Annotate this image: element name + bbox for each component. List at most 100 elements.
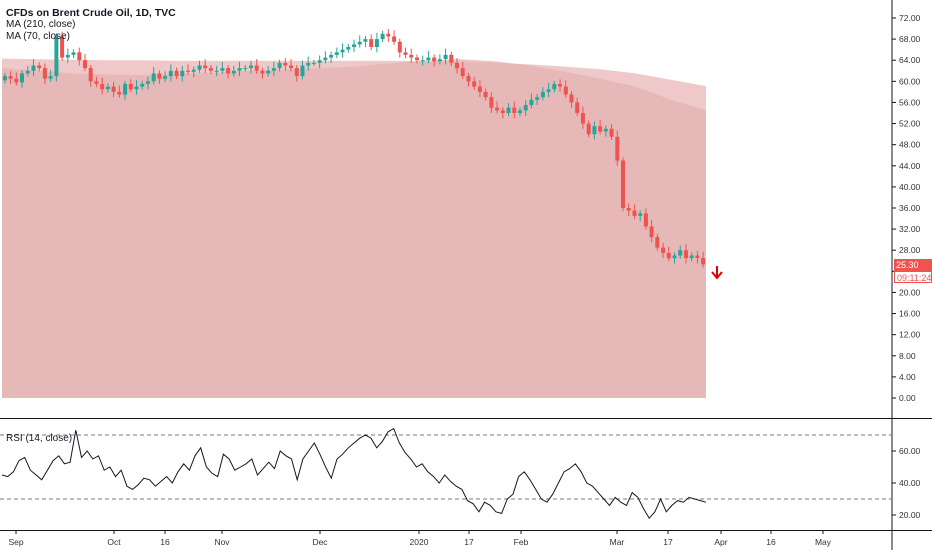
candle — [340, 43, 345, 58]
candle — [237, 61, 242, 77]
candle — [311, 59, 316, 67]
candle — [472, 76, 477, 90]
candle — [432, 54, 437, 67]
candle — [621, 157, 625, 212]
rsi-tick-label: 20.00 — [899, 510, 921, 520]
candle — [20, 70, 24, 88]
candle — [575, 97, 580, 117]
price-tick-label: 16.00 — [899, 309, 921, 319]
candle — [289, 59, 293, 72]
price-tick-label: 60.00 — [899, 76, 921, 86]
rsi-axis-ticks[interactable]: 20.00 40.00 60.00 — [892, 446, 921, 520]
candle — [346, 43, 351, 53]
price-axis-ticks[interactable]: 0.004.008.0012.0016.0020.0024.0028.0032.… — [892, 13, 921, 403]
candle — [626, 203, 631, 216]
candle — [123, 80, 128, 100]
candle — [552, 80, 557, 93]
candle — [523, 100, 528, 116]
candle — [666, 246, 671, 262]
price-tick-label: 32.00 — [899, 224, 921, 234]
candle — [151, 67, 156, 85]
legend-ma-70[interactable]: MA (70, close) — [6, 31, 70, 42]
candle — [174, 67, 179, 80]
candle — [60, 31, 65, 61]
time-tick-label: Sep — [8, 537, 23, 547]
candle — [443, 48, 448, 65]
candle — [77, 47, 82, 66]
rsi-bands — [0, 434, 892, 500]
candle — [569, 91, 574, 108]
candle — [512, 101, 517, 119]
price-tick-label: 48.00 — [899, 140, 921, 150]
candle — [83, 53, 87, 72]
candle — [14, 72, 19, 86]
time-axis-ticks[interactable]: Sep Oct 16 Nov Dec 2020 17 Feb Mar 17 Apr 16 May — [8, 530, 832, 547]
legend-rsi[interactable]: RSI (14, close) — [6, 433, 73, 444]
legend-ma-210[interactable]: MA (210, close) — [6, 19, 76, 30]
price-tick-label: 68.00 — [899, 34, 921, 44]
candle — [661, 242, 666, 259]
candle — [403, 47, 408, 59]
candle — [546, 82, 551, 98]
price-tick-label: 4.00 — [899, 372, 916, 382]
price-tick-label: 44.00 — [899, 161, 921, 171]
candle — [168, 64, 173, 82]
candle — [249, 60, 253, 74]
time-tick-label: 16 — [160, 537, 170, 547]
candle — [283, 58, 288, 71]
bar-countdown-tag: 09:11:24 — [894, 271, 932, 283]
price-tick-label: 0.00 — [899, 393, 916, 403]
candle — [437, 54, 442, 65]
candle — [140, 80, 145, 90]
candle — [500, 107, 505, 119]
candle — [609, 124, 614, 140]
time-tick-label: Feb — [514, 537, 529, 547]
candle — [392, 30, 397, 45]
chart-title[interactable]: CFDs on Brent Crude Oil, 1D, TVC — [6, 7, 176, 19]
candlestick-series — [2, 29, 706, 268]
candle — [477, 80, 482, 98]
candle — [100, 77, 105, 95]
ma-area-70 — [2, 59, 706, 398]
price-tick-label: 64.00 — [899, 55, 921, 65]
rsi-tick-label: 60.00 — [899, 446, 921, 456]
candle — [701, 251, 706, 268]
candle — [369, 34, 374, 51]
candle — [380, 30, 385, 43]
candle — [495, 101, 500, 114]
candle — [180, 66, 185, 82]
rsi-series-line — [1, 427, 707, 520]
candle — [592, 121, 597, 140]
candle — [197, 60, 202, 73]
candle — [426, 51, 431, 64]
candle — [603, 125, 608, 137]
candle — [329, 51, 334, 63]
time-tick-label: 2020 — [410, 537, 429, 547]
candle — [220, 61, 225, 74]
candle — [483, 88, 488, 101]
last-price-tag: 25.30 — [894, 259, 932, 271]
candle — [580, 106, 585, 129]
candle — [208, 64, 213, 74]
candle — [655, 233, 660, 251]
candle — [37, 62, 42, 72]
time-tick-label: Nov — [214, 537, 230, 547]
time-tick-label: Apr — [714, 537, 727, 547]
candle — [449, 51, 454, 67]
candle — [271, 61, 276, 77]
candle — [203, 59, 208, 74]
candle — [111, 81, 116, 98]
candle — [455, 58, 459, 74]
candle — [31, 59, 36, 77]
candle — [529, 93, 534, 109]
candle — [231, 66, 236, 77]
time-tick-label: 17 — [464, 537, 474, 547]
candle — [374, 32, 379, 53]
candle — [518, 107, 522, 117]
candle — [243, 64, 248, 72]
candle — [615, 130, 620, 166]
candle — [306, 56, 311, 71]
price-tick-label: 20.00 — [899, 287, 921, 297]
price-tick-label: 72.00 — [899, 13, 921, 23]
